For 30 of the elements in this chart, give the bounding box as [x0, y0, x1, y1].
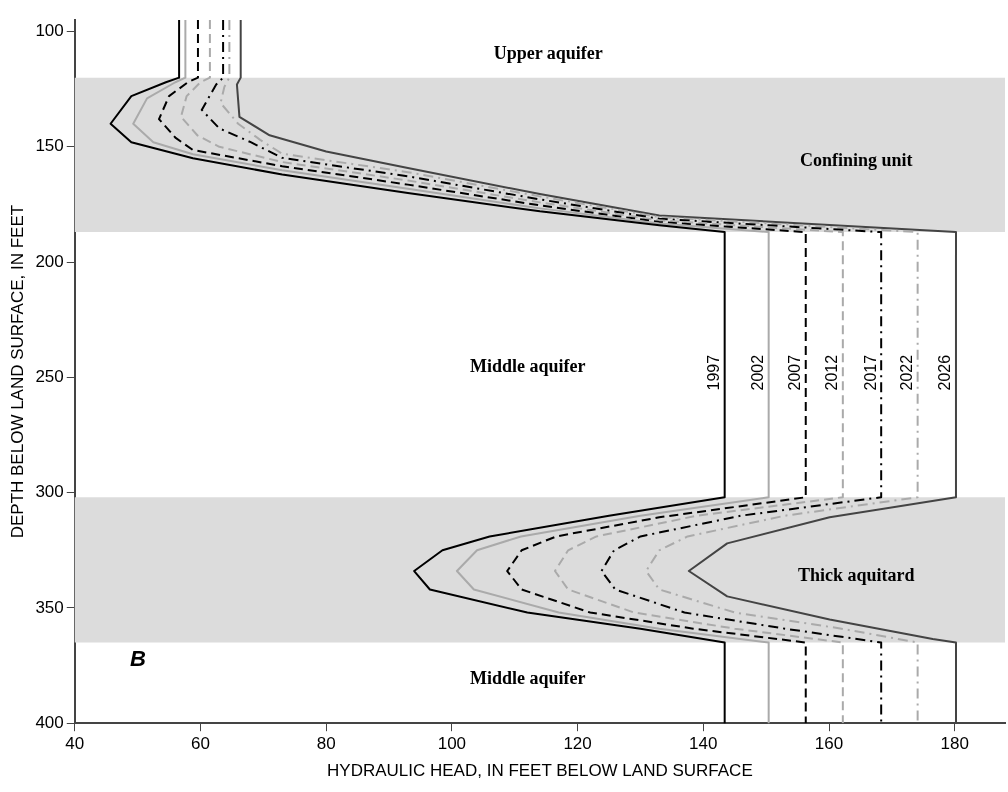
annotation: B: [130, 645, 147, 671]
y-tick-label: 300: [35, 482, 64, 502]
band-label: Confining unit: [799, 149, 913, 170]
annotation: Middle aquifer: [470, 356, 586, 377]
x-tick-label: 60: [191, 734, 210, 754]
y-tick-label: 400: [35, 712, 64, 732]
y-tick-label: 350: [35, 597, 64, 617]
x-tick-label: 160: [814, 734, 844, 754]
x-tick-label: 140: [689, 734, 718, 754]
text: 2022: [898, 354, 916, 391]
x-axis-title: HYDRAULIC HEAD, IN FEET BELOW LAND SURFACE: [327, 761, 753, 781]
y-tick-label: 200: [35, 251, 64, 271]
text: 1997: [705, 354, 723, 391]
x-tick-label: 100: [437, 734, 467, 754]
annotation: Middle aquifer: [470, 667, 586, 688]
text: 2026: [936, 354, 954, 391]
y-tick-label: 150: [35, 136, 64, 156]
text: 2012: [823, 354, 841, 391]
y-axis-title: DEPTH BELOW LAND SURFACE, IN FEET: [7, 204, 27, 539]
x-tick-label: 40: [65, 734, 85, 754]
x-tick-label: 120: [563, 734, 592, 754]
y-tick-label: 250: [35, 367, 64, 387]
text: 2017: [861, 354, 879, 391]
annotation: Upper aquifer: [493, 43, 603, 64]
text: 2002: [749, 354, 767, 391]
x-tick-label: 180: [940, 734, 969, 754]
x-tick-label: 80: [316, 734, 336, 754]
y-tick-label: 100: [35, 21, 64, 41]
text: 2007: [786, 354, 804, 391]
band-label: Thick aquitard: [797, 564, 915, 585]
